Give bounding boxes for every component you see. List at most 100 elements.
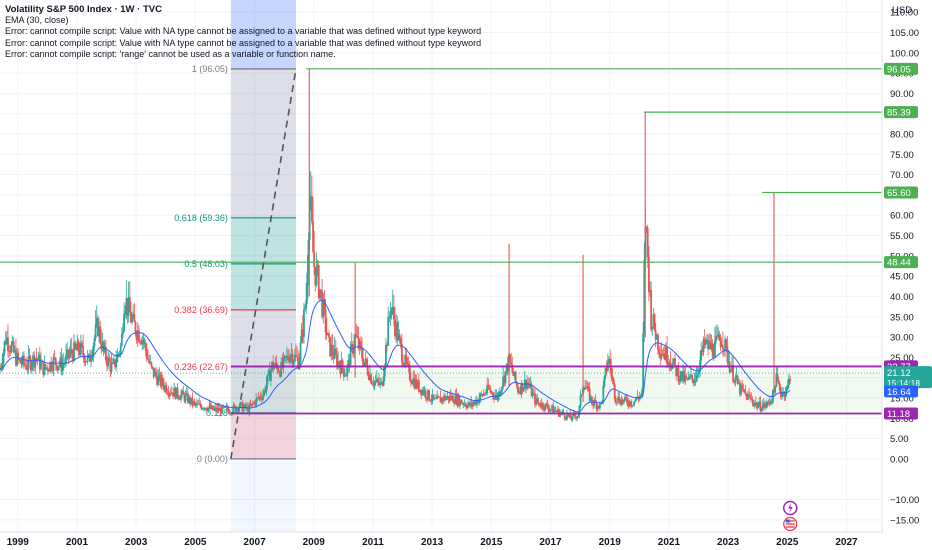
current-price-text: 21.12 <box>887 368 911 379</box>
candle-body <box>749 395 752 399</box>
event-icons[interactable] <box>782 500 798 532</box>
candle-body <box>290 354 293 357</box>
candle-body <box>70 349 73 355</box>
candle-body <box>198 403 201 405</box>
candle-body <box>742 389 745 391</box>
candle-body <box>81 342 83 346</box>
candle-body <box>504 371 507 384</box>
candle-body <box>479 394 482 400</box>
candle-body <box>234 406 237 412</box>
candle-body <box>436 396 439 399</box>
level-price-tag <box>884 186 918 199</box>
candle-body <box>452 395 454 403</box>
fib-level-label: 0.382 (36.69) <box>174 305 228 315</box>
candle-body <box>710 343 713 350</box>
candle-body <box>185 393 188 395</box>
candle-body <box>337 361 339 367</box>
candle-body <box>341 360 344 370</box>
candle-body <box>233 405 236 407</box>
candle-body <box>3 341 6 353</box>
candle-body <box>438 397 441 398</box>
candle-body <box>546 404 549 409</box>
fib-trend-line[interactable] <box>230 68 297 460</box>
candle-body <box>132 314 135 319</box>
candle-body <box>659 353 662 359</box>
candle-body <box>556 409 559 413</box>
candle-body <box>449 395 452 400</box>
candle-body <box>608 359 610 362</box>
candle-body <box>655 334 658 340</box>
candle-body <box>140 342 143 345</box>
candle-body <box>136 330 139 340</box>
candle-body <box>569 413 572 419</box>
candle-body <box>346 367 349 377</box>
candle-body <box>86 355 89 362</box>
candle-body <box>131 318 133 323</box>
candle-body <box>626 399 629 405</box>
candle-body <box>762 403 765 407</box>
candle-body <box>522 387 525 392</box>
candle-body <box>268 370 271 381</box>
fib-band <box>230 412 296 459</box>
candle-body <box>300 329 303 343</box>
candle-body <box>420 389 423 396</box>
candle-body <box>209 405 212 410</box>
candle-body <box>260 398 263 400</box>
symbol-title[interactable]: Volatility S&P 500 Index · 1W · TVC <box>5 4 162 15</box>
candle-body <box>711 343 714 357</box>
fib-level-label: 1 (96.05) <box>192 64 228 74</box>
candle-body <box>227 410 230 414</box>
candle-body <box>342 369 345 377</box>
horizontal-levels[interactable] <box>0 68 882 415</box>
candle-body <box>502 376 505 387</box>
level-price-tag-text: 11.18 <box>887 409 910 420</box>
currency-label[interactable]: USD <box>892 5 912 16</box>
candle-body <box>753 403 756 407</box>
candle-body <box>446 396 449 399</box>
candle-body <box>364 358 367 363</box>
candle-body <box>383 365 386 377</box>
candle-body <box>332 355 335 359</box>
candle-body <box>157 376 160 386</box>
fibonacci-retracement[interactable]: 1 (96.05) 0.618 (59.36) 0.5 (48.03) 0.382 (… <box>174 64 297 464</box>
candle-body <box>301 329 304 337</box>
candle-body <box>280 362 283 377</box>
candle-body <box>649 290 651 293</box>
candle-body <box>620 399 623 406</box>
candle-body <box>238 407 240 412</box>
candle-body <box>66 349 69 356</box>
candle-body <box>553 410 556 414</box>
candle-body <box>16 353 18 366</box>
candle-body <box>756 402 758 409</box>
candle-body <box>297 357 300 370</box>
price-tick-label: 40.00 <box>890 292 914 303</box>
candle-body <box>662 353 665 356</box>
candle-body <box>531 392 534 397</box>
candle-body <box>152 367 155 377</box>
candle-body <box>232 405 235 413</box>
candle-body <box>374 381 377 383</box>
candle-body <box>190 397 193 404</box>
candle-body <box>116 354 119 363</box>
candle-body <box>498 392 501 396</box>
indicator-label[interactable]: EMA (30, close) <box>5 15 69 26</box>
fib-band <box>230 263 296 310</box>
candle-body <box>542 403 544 409</box>
time-tick-label: 1999 <box>7 537 30 548</box>
candle-body <box>24 364 26 366</box>
level-price-tag-text: 96.05 <box>887 64 911 75</box>
candle-body <box>84 361 87 363</box>
candle-body <box>427 390 429 400</box>
candle-body <box>563 414 566 419</box>
candle-body <box>588 388 591 402</box>
candle-body <box>555 411 558 413</box>
candle-body <box>415 379 418 389</box>
candle-body <box>534 393 536 405</box>
candle-body <box>274 362 277 367</box>
candle-body <box>240 402 243 404</box>
candle-body <box>145 351 148 360</box>
candle-body <box>520 383 523 395</box>
candle-body <box>535 398 538 405</box>
candle-body <box>777 380 780 384</box>
